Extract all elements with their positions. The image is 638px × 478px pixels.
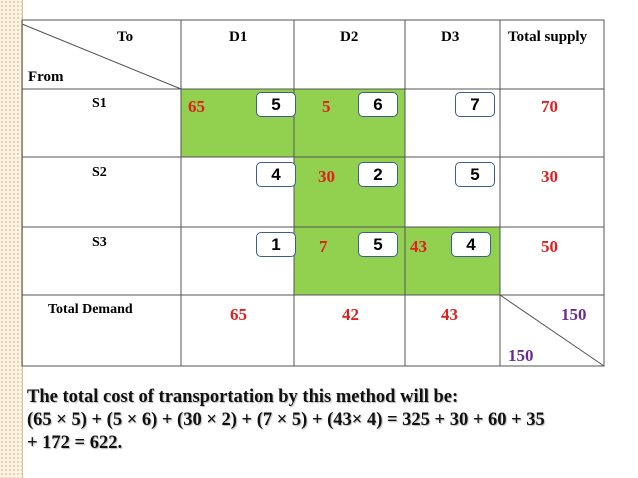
summary-line-1: The total cost of transportation by this… — [27, 387, 459, 407]
header-d3: D3 — [441, 29, 460, 45]
cost-box-s3-d3: 4 — [451, 232, 491, 257]
header-to: To — [117, 29, 134, 45]
alloc-s3-d2: 7 — [319, 237, 328, 256]
summary-line-3: + 172 = 622. — [27, 433, 123, 453]
header-total-supply: Total supply — [508, 29, 588, 45]
demand-d1: 65 — [230, 305, 247, 324]
supply-s3: 50 — [541, 237, 558, 256]
cost-box-s3-d2: 5 — [358, 232, 398, 257]
summary-line-2: (65 × 5) + (5 × 6) + (30 × 2) + (7 × 5) … — [27, 410, 545, 430]
grand-total-supply: 150 — [561, 305, 587, 324]
grand-total-demand: 150 — [508, 346, 534, 365]
alloc-s1-d1: 65 — [188, 97, 205, 116]
header-from: From — [28, 69, 64, 85]
cost-box-s1-d2: 6 — [358, 92, 398, 117]
row-label-s2: S2 — [92, 165, 107, 180]
supply-s2: 30 — [541, 167, 558, 186]
row-label-s1: S1 — [92, 96, 107, 111]
row-label-total-demand: Total Demand — [48, 302, 133, 317]
alloc-s2-d2: 30 — [318, 167, 335, 186]
cost-box-s2-d2: 2 — [358, 162, 398, 187]
supply-s1: 70 — [541, 97, 558, 116]
demand-d2: 42 — [342, 305, 359, 324]
cost-box-s2-d1: 4 — [256, 162, 296, 187]
demand-d3: 43 — [441, 305, 458, 324]
cost-box-s1-d3: 7 — [455, 92, 495, 117]
header-d2: D2 — [340, 29, 359, 45]
cost-box-s2-d3: 5 — [455, 162, 495, 187]
header-d1: D1 — [229, 29, 248, 45]
cost-box-s1-d1: 5 — [256, 92, 296, 117]
cost-box-s3-d1: 1 — [256, 232, 296, 257]
cost-summary: The total cost of transportation by this… — [27, 386, 633, 455]
alloc-s1-d2: 5 — [322, 97, 331, 116]
alloc-s3-d3: 43 — [410, 237, 427, 256]
row-label-s3: S3 — [92, 235, 107, 250]
decorative-side-strip — [0, 0, 23, 478]
